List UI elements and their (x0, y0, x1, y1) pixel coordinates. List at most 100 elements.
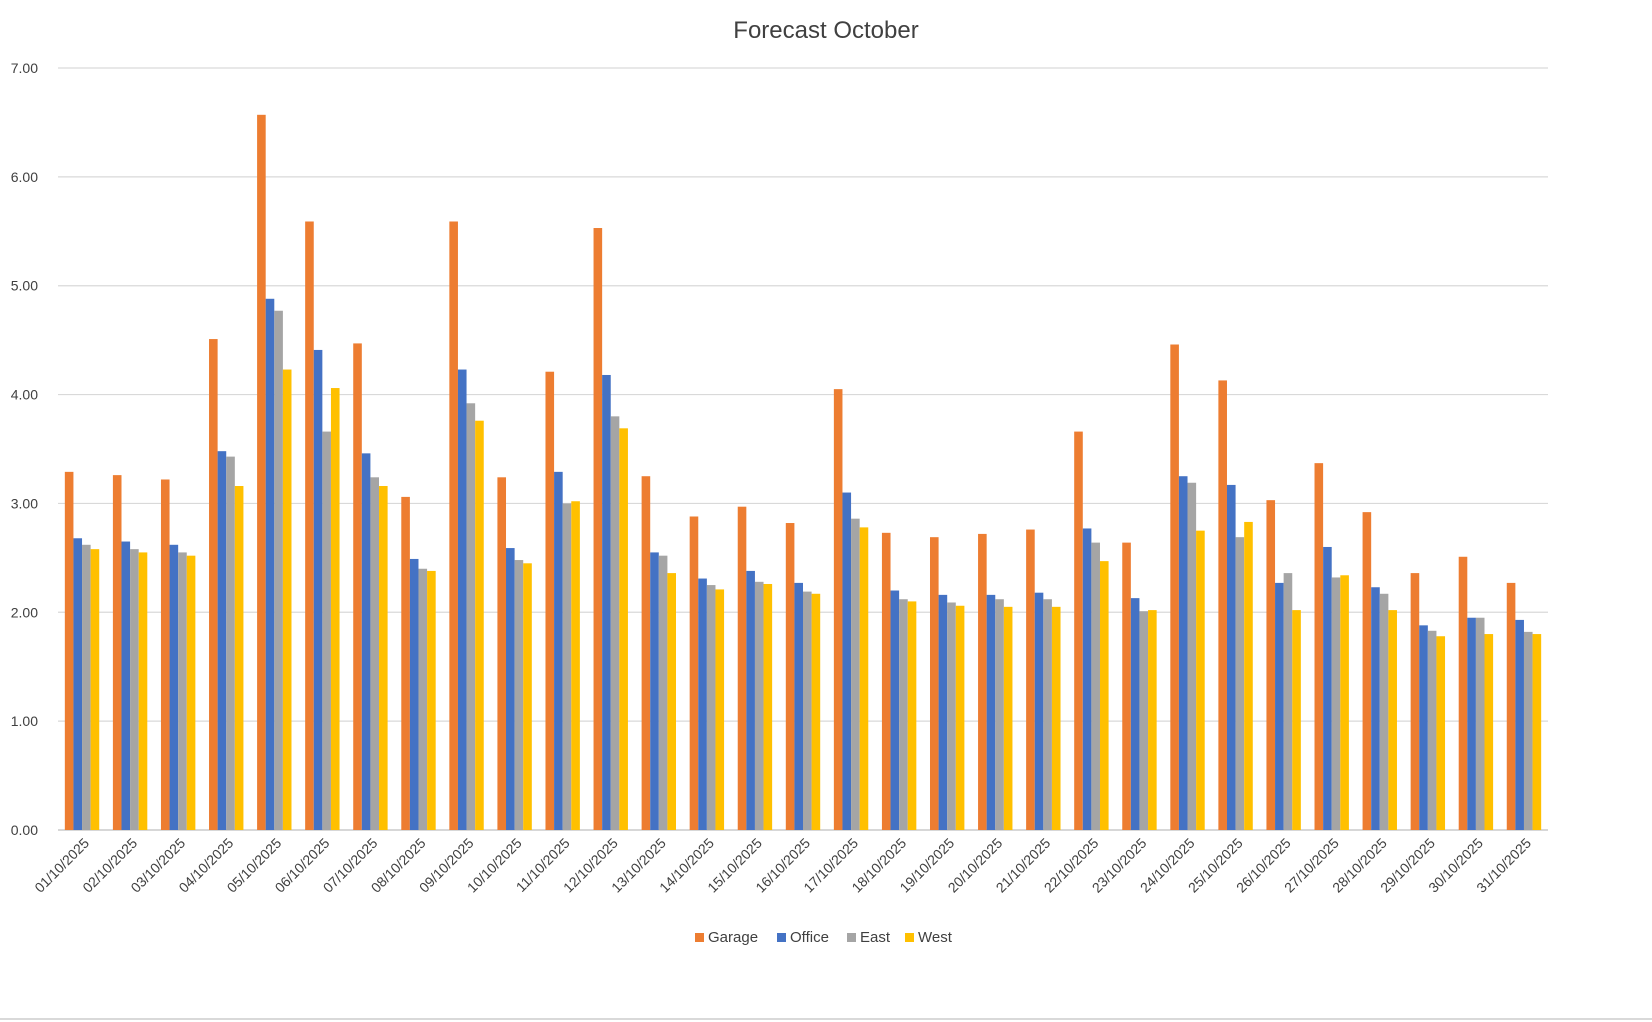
legend-label-office: Office (790, 929, 829, 946)
bar-office (361, 453, 371, 830)
bar-east (899, 599, 908, 830)
bar-east (514, 560, 524, 830)
bar-garage (833, 389, 843, 830)
bar-garage (209, 339, 218, 830)
bar-east (947, 602, 956, 830)
bar-east (1523, 631, 1533, 830)
legend-label-west: West (918, 929, 953, 946)
bar-east (1475, 617, 1485, 830)
bar-west (1148, 610, 1157, 830)
legend: Garage Office East West (695, 929, 953, 946)
bar-garage (1026, 529, 1035, 830)
bar-office (169, 544, 179, 830)
bar-west (1051, 606, 1061, 830)
bar-west (475, 420, 484, 830)
bar-east (1235, 537, 1245, 830)
bar-west (1532, 634, 1542, 830)
bar-west (907, 601, 917, 830)
y-axis-ticks: 0.00 1.00 2.00 3.00 4.00 5.00 6.00 7.00 (11, 60, 38, 838)
bar-garage (978, 533, 987, 830)
bar-office (650, 552, 659, 830)
bar-garage (449, 221, 458, 830)
bar-office (1515, 619, 1524, 830)
bar-west (1436, 636, 1446, 830)
bar-garage (112, 475, 122, 830)
bar-garage (737, 506, 747, 830)
bar-office (506, 548, 515, 830)
y-tick-label: 5.00 (11, 278, 38, 294)
bar-garage (1458, 556, 1468, 830)
bar-east (754, 581, 764, 830)
bar-west (1196, 530, 1205, 830)
bar-east (658, 555, 668, 830)
bar-office (938, 594, 948, 830)
bar-east (322, 431, 331, 830)
legend-swatch-west (905, 933, 914, 942)
bar-west (1388, 610, 1397, 830)
bar-west (715, 589, 725, 830)
bar-office (842, 492, 852, 830)
bar-garage (545, 371, 555, 830)
legend-swatch-garage (695, 933, 704, 942)
bar-garage (1314, 463, 1324, 830)
bar-office (409, 558, 419, 830)
legend-label-east: East (860, 929, 891, 946)
y-tick-label: 2.00 (11, 604, 38, 620)
bar-east (82, 544, 91, 830)
legend-swatch-office (777, 933, 786, 942)
bar-garage (689, 516, 699, 830)
bar-garage (305, 221, 314, 830)
bar-office (698, 578, 707, 830)
bar-office (1226, 484, 1236, 830)
bar-east (274, 310, 283, 830)
bar-east (226, 456, 235, 830)
legend-label-garage: Garage (708, 929, 758, 946)
bar-west (571, 501, 580, 830)
bar-garage (641, 476, 651, 830)
y-tick-label: 4.00 (11, 387, 38, 403)
bar-office (1130, 598, 1140, 830)
bar-east (1379, 593, 1389, 830)
x-axis-ticks: 01/10/202502/10/202503/10/202504/10/2025… (31, 835, 1534, 896)
bar-garage (1218, 380, 1227, 830)
bar-east (1091, 542, 1100, 830)
bar-east (130, 549, 139, 830)
bar-west (186, 555, 196, 830)
y-tick-label: 3.00 (11, 495, 38, 511)
bar-west (523, 563, 532, 830)
bars (64, 114, 1542, 831)
bar-office (602, 374, 611, 830)
bar-office (73, 538, 83, 830)
bar-garage (1074, 431, 1083, 830)
bar-east (178, 552, 187, 830)
bar-garage (593, 228, 603, 830)
bar-office (554, 471, 563, 830)
bar-east (706, 585, 716, 830)
bar-garage (353, 343, 362, 830)
bar-garage (257, 114, 266, 830)
bar-east (370, 477, 380, 830)
bar-west (1244, 521, 1253, 830)
bar-west (859, 527, 869, 830)
bar-west (282, 369, 292, 830)
bar-east (466, 403, 476, 830)
bar-east (803, 591, 812, 830)
bar-office (1323, 546, 1332, 830)
bar-office (1419, 625, 1428, 830)
bar-east (1043, 599, 1052, 830)
bar-west (427, 570, 436, 830)
y-tick-label: 1.00 (11, 713, 38, 729)
bar-garage (1362, 512, 1372, 830)
bar-east (995, 599, 1004, 830)
bar-west (90, 549, 100, 830)
bar-office (986, 594, 996, 830)
bar-west (955, 605, 965, 830)
bar-office (313, 349, 323, 830)
bar-garage (1266, 500, 1276, 830)
bar-west (811, 593, 821, 830)
bar-office (217, 451, 227, 830)
bar-garage (881, 532, 891, 830)
bar-east (1139, 611, 1149, 830)
